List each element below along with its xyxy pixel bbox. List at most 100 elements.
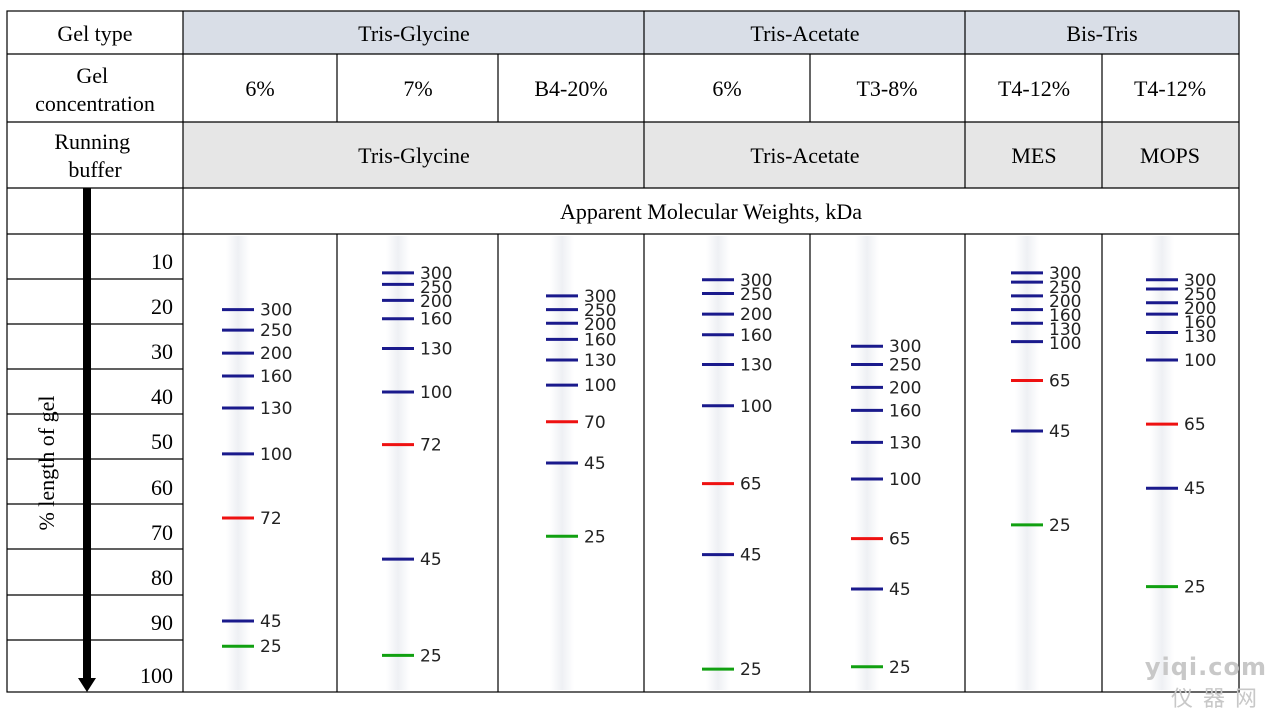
scale-tick-label: 10 <box>151 249 173 274</box>
band-label: 130 <box>889 433 921 453</box>
gel-type-tris-glycine: Tris-Glycine <box>358 21 470 46</box>
band-label: 100 <box>584 376 616 396</box>
gel-lane-1 <box>226 236 250 690</box>
row-label-gel-concentration-line2: concentration <box>35 91 155 116</box>
band-label: 65 <box>889 530 911 550</box>
band-label: 160 <box>1184 313 1216 333</box>
scale-tick-label: 70 <box>151 520 173 545</box>
band-label: 65 <box>1049 372 1071 392</box>
band-label: 25 <box>740 660 762 680</box>
gel-length-arrow-head <box>78 678 96 692</box>
watermark-line1: yiqi.com <box>1144 653 1267 681</box>
band-label: 200 <box>1049 292 1081 312</box>
buffer-tris-acetate: Tris-Acetate <box>750 143 859 168</box>
table-grid <box>6 10 1240 693</box>
concentration-lane-3: B4-20% <box>534 76 607 101</box>
band-label: 250 <box>1184 285 1216 305</box>
band-label: 200 <box>584 315 616 335</box>
band-label: 45 <box>1184 479 1206 499</box>
band-label: 200 <box>260 344 292 364</box>
band-label: 45 <box>740 546 762 566</box>
band-label: 200 <box>420 292 452 312</box>
band-label: 25 <box>420 646 442 666</box>
band-label: 45 <box>260 612 282 632</box>
band-label: 130 <box>1184 327 1216 347</box>
band-label: 250 <box>584 301 616 321</box>
scale-tick-label: 50 <box>151 429 173 454</box>
row-label-running-buffer-line2: buffer <box>68 157 122 182</box>
band-label: 25 <box>889 658 911 678</box>
band-label: 25 <box>584 527 606 547</box>
row-label-gel-concentration-line1: Gel <box>76 63 108 88</box>
band-label: 130 <box>420 340 452 360</box>
scale-tick-label: 30 <box>151 339 173 364</box>
band-label: 130 <box>584 351 616 371</box>
band-label: 130 <box>1049 320 1081 340</box>
scale-tick-label: 80 <box>151 565 173 590</box>
band-label: 300 <box>1049 264 1081 284</box>
running-buffer-header-bg <box>183 122 1239 188</box>
band-label: 200 <box>1184 299 1216 319</box>
band-label: 65 <box>740 475 762 495</box>
band-label: 250 <box>740 285 772 305</box>
band-label: 250 <box>889 356 921 376</box>
concentration-lane-5: T3-8% <box>856 76 917 101</box>
gel-lane-5 <box>855 236 879 690</box>
band-label: 160 <box>889 401 921 421</box>
band-label: 45 <box>584 454 606 474</box>
band-label: 250 <box>1049 278 1081 298</box>
scale-tick-label: 90 <box>151 610 173 635</box>
band-label: 300 <box>420 264 452 284</box>
band-label: 100 <box>420 383 452 403</box>
band-label: 300 <box>740 271 772 291</box>
band-label: 250 <box>260 321 292 341</box>
band-label: 160 <box>1049 306 1081 326</box>
buffer-tris-glycine: Tris-Glycine <box>358 143 470 168</box>
concentration-lane-7: T4-12% <box>1134 76 1206 101</box>
concentration-lane-1: 6% <box>245 76 274 101</box>
band-label: 45 <box>889 580 911 600</box>
watermark-line2: 仪器网 <box>1170 687 1267 712</box>
band-label: 160 <box>740 326 772 346</box>
band-label: 200 <box>889 378 921 398</box>
gel-lane-4 <box>706 236 730 690</box>
band-label: 300 <box>889 337 921 357</box>
band-label: 160 <box>584 330 616 350</box>
gel-type-bis-tris: Bis-Tris <box>1066 21 1137 46</box>
buffer-mops: MOPS <box>1140 143 1200 168</box>
band-label: 300 <box>584 287 616 307</box>
band-label: 130 <box>740 356 772 376</box>
scale-tick-label: 20 <box>151 294 173 319</box>
row-label-running-buffer: Running buffer <box>54 129 135 182</box>
concentration-lane-6: T4-12% <box>998 76 1070 101</box>
gel-lane-6 <box>1015 236 1039 690</box>
concentration-lane-2: 7% <box>403 76 432 101</box>
band-label: 100 <box>260 445 292 465</box>
band-label: 160 <box>260 367 292 387</box>
band-label: 100 <box>740 397 772 417</box>
row-label-gel-concentration: Gel concentration <box>35 63 155 116</box>
band-label: 160 <box>420 310 452 330</box>
band-label: 100 <box>1049 334 1081 354</box>
band-label: 25 <box>260 637 282 657</box>
band-label: 100 <box>889 470 921 490</box>
band-label: 25 <box>1049 516 1071 536</box>
gel-lane-7 <box>1150 236 1174 690</box>
scale-tick-label: 60 <box>151 475 173 500</box>
band-label: 65 <box>1184 415 1206 435</box>
band-label: 200 <box>740 305 772 325</box>
band-label: 100 <box>1184 351 1216 371</box>
axis-label-gel-length: % length of gel <box>34 395 59 530</box>
concentration-lane-4: 6% <box>712 76 741 101</box>
band-label: 45 <box>1049 422 1071 442</box>
band-label: 25 <box>1184 578 1206 598</box>
band-label: 70 <box>584 413 606 433</box>
band-label: 45 <box>420 550 442 570</box>
apparent-molecular-weights-header: Apparent Molecular Weights, kDa <box>560 199 862 224</box>
gel-type-tris-acetate: Tris-Acetate <box>750 21 859 46</box>
row-label-gel-type: Gel type <box>57 21 132 46</box>
scale-tick-label: 100 <box>140 663 173 688</box>
gel-type-header-bg <box>183 11 1239 54</box>
scale-tick-label: 40 <box>151 384 173 409</box>
